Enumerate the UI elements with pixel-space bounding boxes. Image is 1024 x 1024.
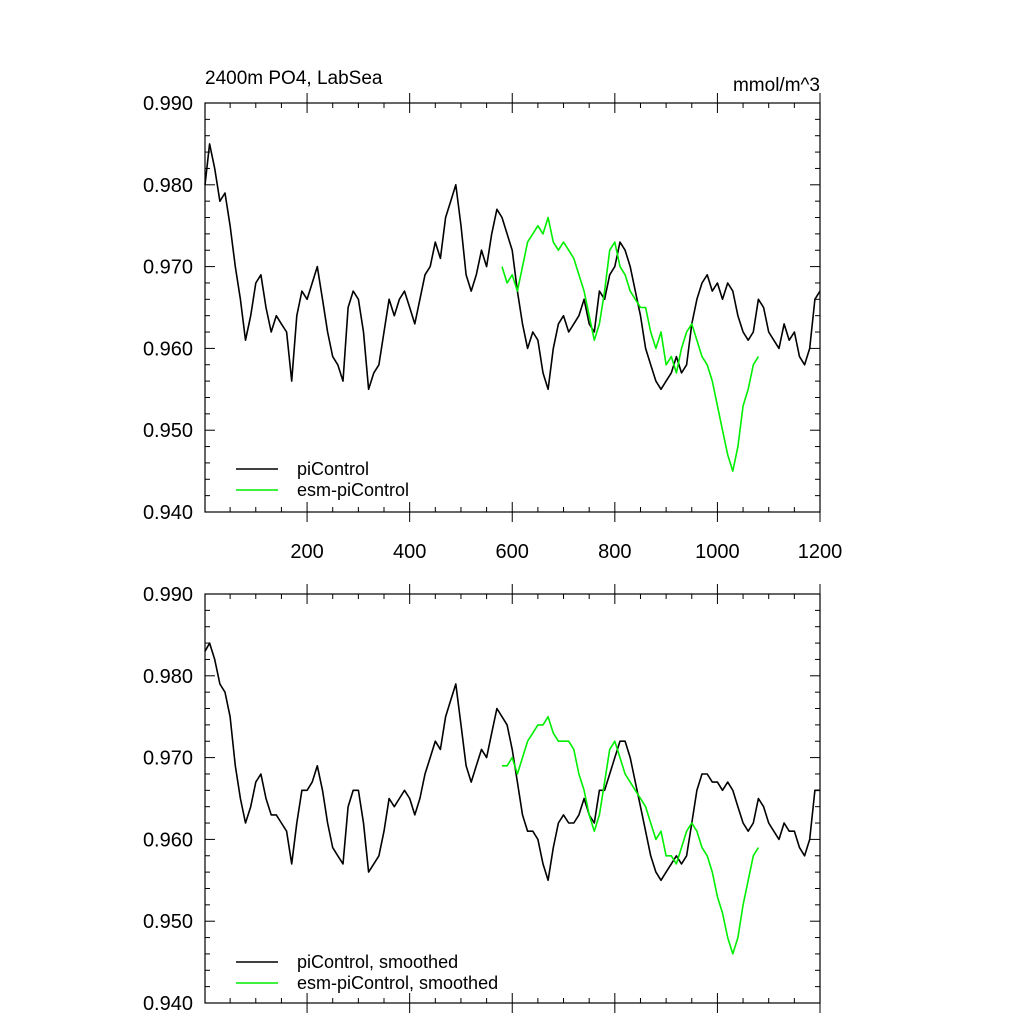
y-tick-label: 0.990: [143, 584, 193, 606]
x-tick-label: 1000: [695, 541, 740, 563]
x-tick-label: 1200: [798, 541, 843, 563]
x-tick-label: 400: [393, 541, 426, 563]
x-tick-label: 200: [290, 541, 323, 563]
y-tick-label: 0.970: [143, 257, 193, 279]
y-tick-label: 0.980: [143, 666, 193, 688]
units-label: mmol/m^3: [733, 75, 820, 96]
top-panel: 0.940 0.950 0.960 0.970 0.980 0.990 200 400 600 8…: [143, 68, 842, 563]
plot-frame: [204, 593, 821, 1004]
y-tick-label: 0.960: [143, 829, 193, 851]
series-line-0: [204, 143, 821, 391]
series-line-1: [502, 715, 760, 955]
y-tick-label: 0.970: [143, 748, 193, 770]
y-tick-label: 0.990: [143, 93, 193, 115]
legend-label: esm-piControl: [297, 480, 409, 500]
bottom-panel: 0.940 0.950 0.960 0.970 0.980 0.990 piControl,…: [143, 584, 821, 1015]
y-tick-label: 0.960: [143, 338, 193, 360]
x-tick-label: 800: [598, 541, 631, 563]
plot-frame: [204, 102, 821, 513]
y-tick-label: 0.950: [143, 911, 193, 933]
y-tick-label: 0.980: [143, 175, 193, 197]
y-tick-label: 0.950: [143, 420, 193, 442]
chart-title: 2400m PO4, LabSea: [205, 68, 383, 89]
legend-label: piControl, smoothed: [297, 952, 458, 972]
series-line-0: [204, 642, 820, 882]
y-tick-label: 0.940: [143, 502, 193, 524]
legend-label: piControl: [297, 459, 369, 479]
y-tick-label: 0.940: [143, 993, 193, 1015]
legend-label: esm-piControl, smoothed: [297, 973, 498, 993]
series-line-1: [501, 216, 760, 472]
x-tick-label: 600: [496, 541, 529, 563]
